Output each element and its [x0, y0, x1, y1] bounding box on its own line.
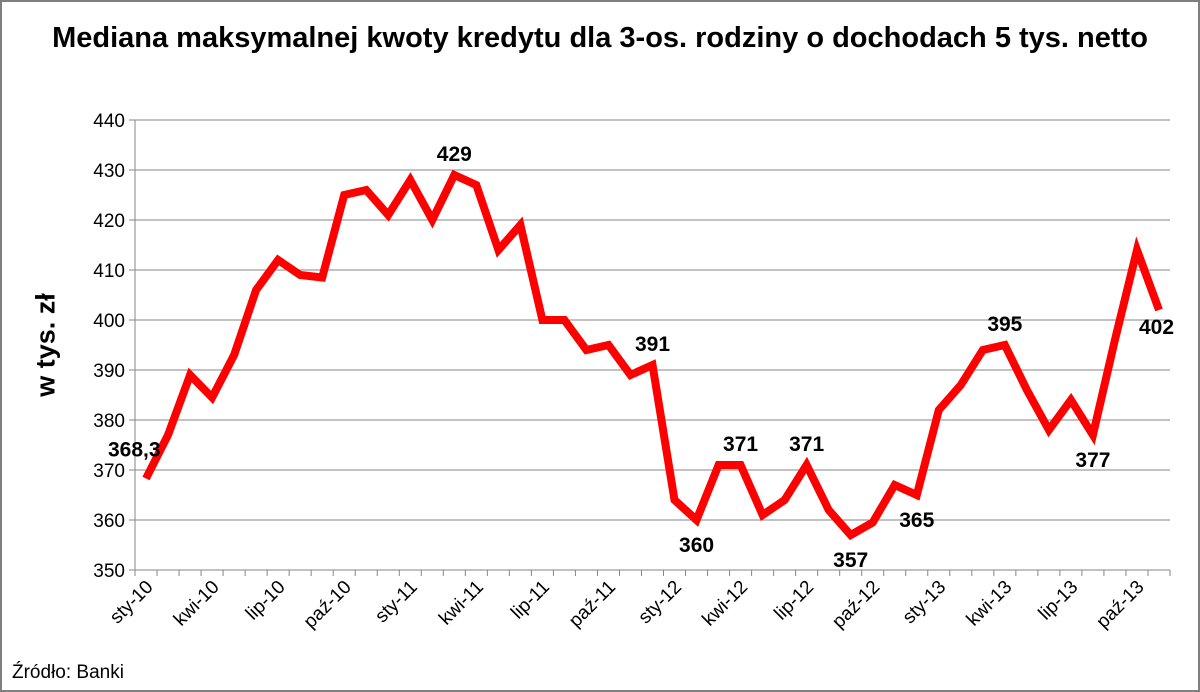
x-tick-label: paź-13	[1093, 577, 1149, 633]
x-tick-label: lip-11	[507, 577, 554, 624]
y-tick-label: 400	[93, 311, 125, 332]
x-tick-label: kwi-12	[698, 577, 752, 631]
y-tick-label: 410	[93, 261, 125, 282]
x-tick-label: lip-12	[770, 577, 818, 625]
y-tick-label: 350	[93, 561, 125, 582]
x-tick-label: kwi-13	[963, 577, 1017, 631]
data-label: 371	[789, 433, 824, 456]
data-label: 368,3	[108, 439, 161, 462]
x-tick-label: paź-10	[300, 577, 356, 633]
x-tick-label: lip-13	[1035, 577, 1083, 625]
x-tick-label: paź-12	[828, 577, 884, 633]
x-tick-label: kwi-10	[170, 577, 224, 631]
data-label: 357	[833, 549, 868, 572]
y-tick-label: 360	[93, 511, 125, 532]
x-tick-label: lip-10	[242, 577, 290, 625]
source-note: Źródło: Banki	[12, 662, 124, 683]
x-tick-label: sty-10	[106, 577, 157, 628]
data-label: 371	[723, 433, 758, 456]
y-tick-label: 430	[93, 161, 125, 182]
y-tick-label: 380	[93, 411, 125, 432]
data-label: 395	[987, 313, 1022, 336]
x-tick-label: sty-13	[899, 577, 950, 628]
x-tick-label: sty-12	[635, 577, 686, 628]
y-tick-label: 390	[93, 361, 125, 382]
data-label: 429	[437, 143, 472, 166]
chart-title: Mediana maksymalnej kwoty kredytu dla 3-…	[52, 22, 1148, 54]
x-tick-label: kwi-11	[435, 577, 488, 630]
data-label: 402	[1139, 316, 1174, 339]
data-label: 391	[635, 333, 670, 356]
series-line	[142, 169, 1163, 541]
y-tick-label: 420	[93, 211, 125, 232]
x-tick-label: paź-11	[565, 577, 620, 632]
x-tick-label: sty-11	[371, 577, 421, 627]
y-tick-label: 440	[93, 111, 125, 132]
data-label: 360	[679, 534, 714, 557]
data-label: 377	[1075, 449, 1110, 472]
data-label: 365	[899, 509, 934, 532]
y-tick-label: 370	[93, 461, 125, 482]
